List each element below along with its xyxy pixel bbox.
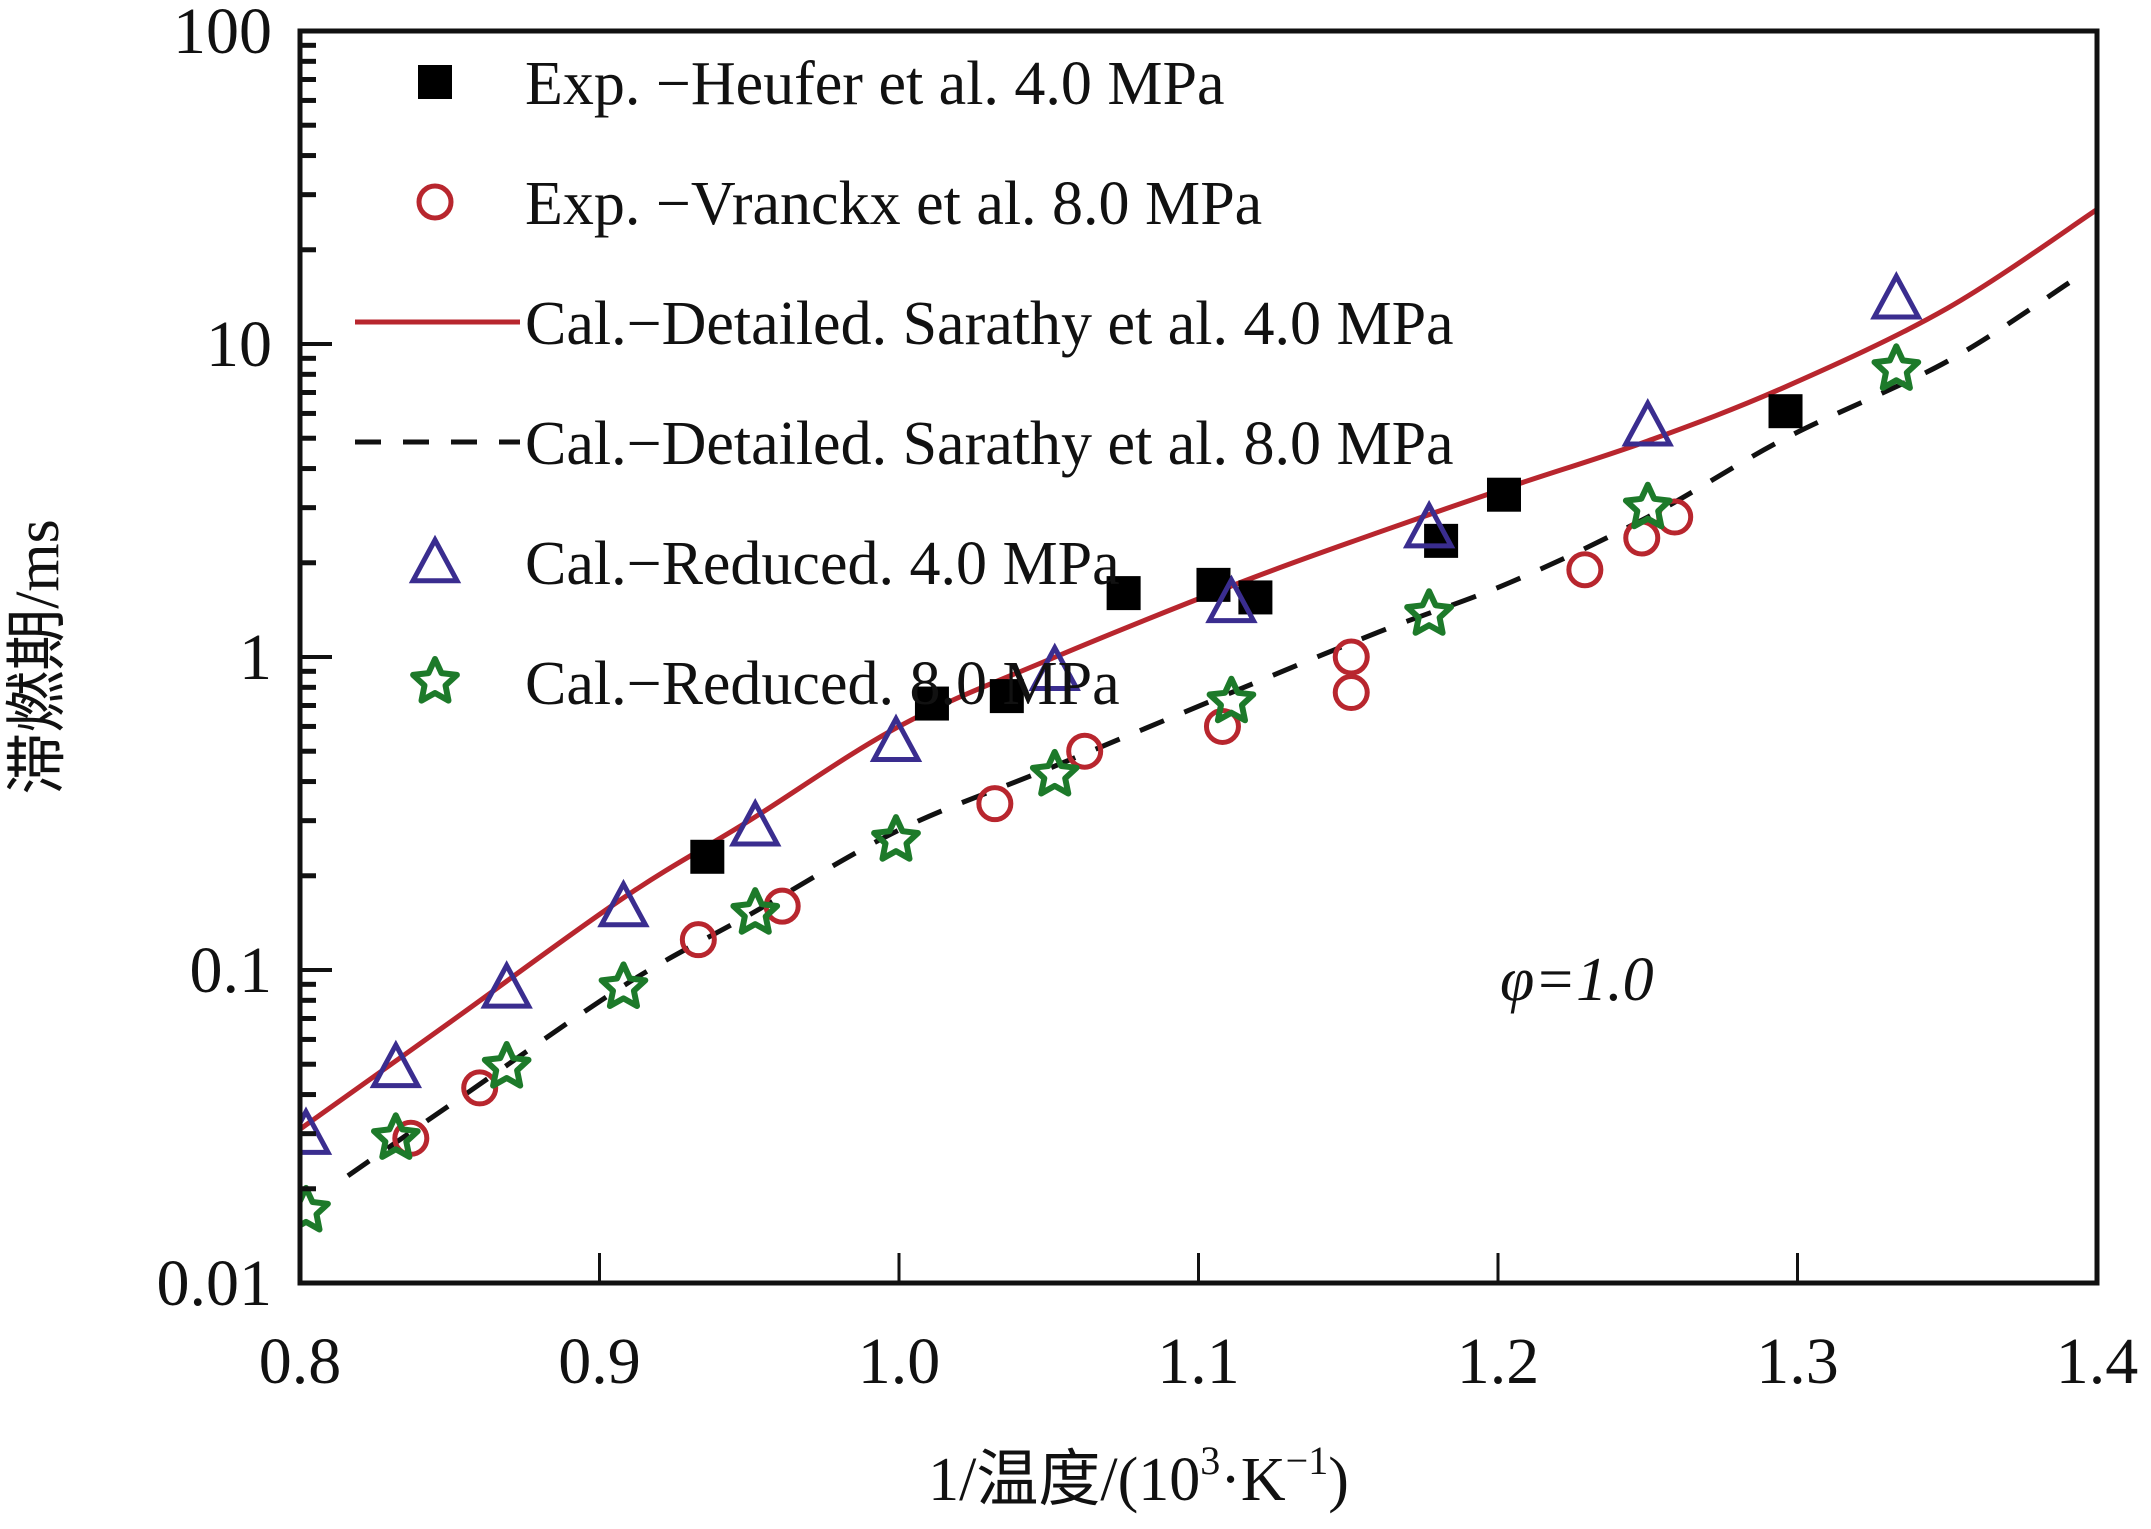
data-point — [369, 1039, 423, 1089]
legend-label: Cal.−Reduced. 8.0 MPa — [525, 650, 1120, 718]
series-0 — [690, 394, 1803, 874]
data-point — [1332, 674, 1370, 712]
data-point — [1205, 574, 1258, 624]
data-point — [1623, 519, 1661, 557]
legend-marker-symbol — [418, 65, 452, 99]
data-point — [1332, 638, 1370, 676]
data-point — [1566, 551, 1604, 589]
data-point — [300, 1184, 331, 1233]
y-minor-ticks — [300, 42, 316, 1192]
data-point — [1028, 642, 1081, 692]
legend-marker-symbol — [416, 183, 454, 221]
legend-label: Cal.−Detailed. Sarathy et al. 4.0 MPa — [525, 290, 1454, 358]
data-point — [730, 887, 781, 935]
y-tick-label: 0.1 — [190, 934, 273, 1007]
data-point — [300, 1106, 333, 1155]
data-point — [1206, 675, 1257, 724]
x-ticks: 0.8 0.9 1.0 1.1 1.2 1.3 1.4 — [259, 1253, 2139, 1398]
legend-item: Exp. −Heufer et al. 4.0 MPa — [418, 50, 1225, 118]
x-axis-label: 1/温度/(103·K−1) — [928, 1438, 1349, 1514]
data-point — [1238, 580, 1273, 615]
legend-label: Exp. −Vranckx et al. 8.0 MPa — [525, 170, 1262, 238]
x-tick-label: 1.2 — [1457, 1325, 1540, 1398]
data-point — [871, 814, 921, 862]
data-point — [1066, 732, 1104, 770]
x-tick-label: 1.1 — [1157, 1325, 1240, 1398]
x-axis-label-main: 1/温度/(10 — [928, 1446, 1200, 1514]
data-point — [480, 960, 533, 1009]
legend-item: Cal.−Reduced. 8.0 MPa — [410, 650, 1120, 718]
y-tick-label: 0.01 — [157, 1247, 273, 1320]
data-point — [1622, 481, 1673, 530]
data-point — [597, 878, 650, 928]
data-point — [1029, 748, 1080, 797]
data-point — [976, 785, 1014, 823]
data-point — [989, 679, 1024, 714]
legend-label: Exp. −Heufer et al. 4.0 MPa — [525, 50, 1225, 118]
data-point — [1768, 394, 1803, 429]
y-tick-label: 10 — [206, 308, 272, 381]
legend-item: Cal.−Detailed. Sarathy et al. 8.0 MPa — [355, 410, 1454, 478]
data-point — [679, 921, 717, 959]
data-point — [371, 1112, 421, 1160]
x-axis-label-sup1: 3 — [1200, 1438, 1220, 1483]
phi-annotation: φ=1.0 — [1500, 946, 1654, 1014]
data-point — [729, 798, 782, 847]
x-axis-label-sup2: −1 — [1286, 1438, 1329, 1483]
y-tick-label: 1 — [239, 621, 272, 694]
series-5 — [300, 343, 1922, 1233]
data-point — [481, 1041, 532, 1089]
legend-item: Cal.−Detailed. Sarathy et al. 4.0 MPa — [355, 290, 1454, 358]
data-point — [914, 686, 949, 721]
x-tick-label: 0.9 — [558, 1325, 641, 1398]
y-ticks: 0.01 0.1 1 10 100 — [157, 0, 332, 1320]
x-tick-label: 1.0 — [858, 1325, 941, 1398]
data-point — [1871, 343, 1922, 391]
x-tick-label: 1.3 — [1756, 1325, 1839, 1398]
data-point — [1106, 576, 1141, 611]
legend: Exp. −Heufer et al. 4.0 MPa Exp. −Vranckx… — [355, 50, 1454, 718]
data-point — [869, 713, 923, 762]
legend-label: Cal.−Reduced. 4.0 MPa — [525, 530, 1120, 598]
data-point — [461, 1069, 499, 1107]
y-tick-label: 100 — [173, 0, 272, 68]
x-axis-label-mid: ·K — [1220, 1446, 1286, 1514]
legend-label: Cal.−Detailed. Sarathy et al. 8.0 MPa — [525, 410, 1454, 478]
series-1 — [392, 498, 1694, 1157]
y-axis-label: 滞燃期/ms — [4, 519, 72, 795]
data-point — [1404, 588, 1454, 636]
data-point — [690, 839, 725, 874]
data-point — [1402, 499, 1456, 549]
series-4 — [300, 271, 1923, 1155]
legend-marker-symbol — [410, 656, 460, 704]
legend-marker-symbol — [408, 534, 462, 584]
x-tick-label: 0.8 — [259, 1325, 342, 1398]
data-point — [1486, 477, 1521, 512]
data-point — [1621, 398, 1674, 447]
legend-item: Cal.−Reduced. 4.0 MPa — [408, 530, 1120, 598]
data-point — [598, 961, 649, 1009]
data-point — [1870, 271, 1923, 320]
series-layer — [300, 207, 2097, 1233]
x-tick-label: 1.4 — [2056, 1325, 2139, 1398]
x-axis-label-end: ) — [1328, 1446, 1349, 1514]
legend-item: Exp. −Vranckx et al. 8.0 MPa — [416, 170, 1262, 238]
